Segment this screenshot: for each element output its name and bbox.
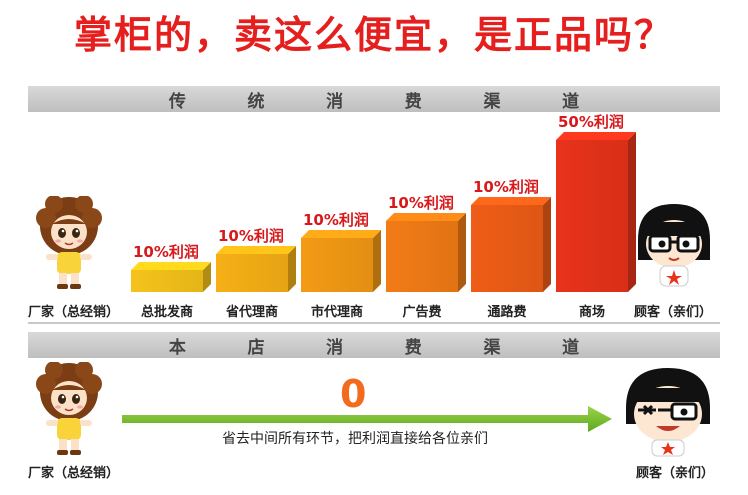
customer-mascot-icon — [638, 204, 710, 287]
traditional-heading-char: 统 — [247, 91, 265, 112]
direct-channel-arrow-icon — [122, 406, 612, 432]
stage-profit-label: 10%利润 — [133, 243, 199, 261]
stage-profit-label: 10%利润 — [303, 211, 369, 229]
store-heading-char: 费 — [404, 337, 422, 358]
page-title: 掌柜的，卖这么便宜，是正品吗？ — [73, 13, 674, 57]
store-heading-char: 本 — [168, 337, 186, 358]
traditional-channel-heading: 传统消费渠道 — [28, 86, 720, 112]
store-heading-char: 道 — [562, 337, 580, 358]
traditional-heading-char: 道 — [562, 91, 580, 112]
traditional-heading-char: 渠 — [483, 91, 501, 112]
customer-label-bottom: 顾客（亲们） — [636, 466, 715, 481]
stage-bar — [216, 246, 296, 292]
stage-label: 市代理商 — [310, 305, 363, 320]
stage-bar — [386, 213, 466, 292]
manufacturer-mascot-icon — [36, 362, 102, 455]
stage-profit-label: 10%利润 — [473, 178, 539, 196]
manufacturer-label-top: 厂家（总经销） — [28, 305, 120, 320]
manufacturer-label-bottom: 厂家（总经销） — [28, 466, 120, 481]
stage-bar — [301, 230, 381, 292]
store-heading-char: 消 — [326, 337, 344, 358]
stage-bar — [471, 197, 551, 292]
stage-label: 广告费 — [402, 305, 442, 320]
stage-profit-label: 10%利润 — [218, 227, 284, 245]
store-heading-char: 店 — [247, 337, 265, 358]
manufacturer-mascot-icon — [36, 196, 102, 289]
traditional-heading-char: 消 — [326, 91, 344, 112]
traditional-heading-char: 传 — [168, 91, 186, 112]
stage-bar — [556, 132, 636, 292]
stage-label: 通路费 — [487, 305, 527, 320]
customer-label-top: 顾客（亲们） — [634, 305, 713, 320]
traditional-heading-char: 费 — [404, 91, 422, 112]
stage-bar — [131, 262, 211, 292]
stage-profit-label: 10%利润 — [388, 194, 454, 212]
store-heading-char: 渠 — [483, 337, 501, 358]
stage-label: 省代理商 — [225, 305, 278, 320]
stage-label: 商场 — [578, 305, 605, 320]
section-divider — [28, 322, 720, 324]
customer-mascot-icon — [626, 368, 710, 457]
middle-profit-value: 0 — [340, 372, 367, 416]
stage-profit-label: 50%利润 — [558, 113, 624, 131]
stage-label: 总批发商 — [140, 305, 193, 320]
arrow-caption: 省去中间所有环节，把利润直接给各位亲们 — [222, 431, 488, 447]
store-channel-heading: 本店消费渠道 — [28, 332, 720, 358]
